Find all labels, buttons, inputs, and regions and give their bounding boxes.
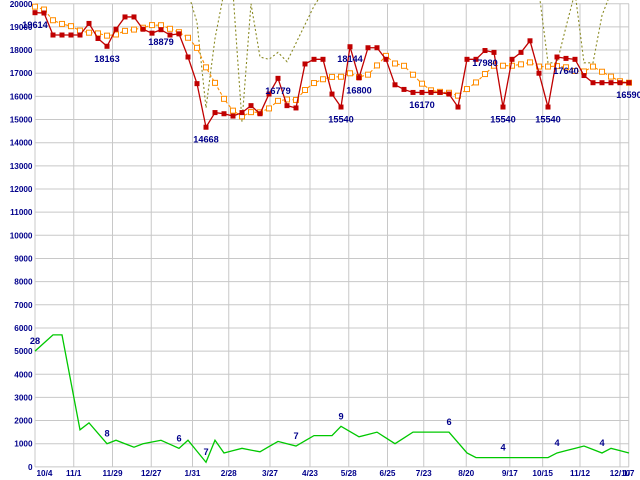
svg-text:7: 7 [203, 447, 208, 457]
svg-text:5000: 5000 [14, 347, 33, 356]
svg-text:14000: 14000 [10, 139, 33, 148]
svg-text:16590: 16590 [616, 90, 640, 100]
svg-text:9: 9 [338, 411, 343, 421]
svg-text:16000: 16000 [10, 92, 33, 101]
svg-text:6: 6 [446, 417, 451, 427]
svg-text:7000: 7000 [14, 301, 33, 310]
svg-text:18163: 18163 [94, 54, 120, 64]
svg-text:20000: 20000 [10, 0, 33, 9]
svg-text:3/27: 3/27 [262, 469, 278, 478]
svg-text:9/17: 9/17 [502, 469, 518, 478]
svg-text:2000: 2000 [14, 417, 33, 426]
svg-text:15540: 15540 [490, 115, 516, 125]
svg-text:16170: 16170 [409, 100, 435, 110]
svg-text:1/7: 1/7 [623, 469, 635, 478]
svg-text:18879: 18879 [148, 37, 174, 47]
svg-text:17980: 17980 [472, 58, 498, 68]
svg-text:11000: 11000 [10, 208, 33, 217]
svg-text:4000: 4000 [14, 370, 33, 379]
svg-text:15000: 15000 [10, 116, 33, 125]
svg-text:11/12: 11/12 [570, 469, 590, 478]
svg-text:9000: 9000 [14, 254, 33, 263]
svg-text:18000: 18000 [10, 46, 33, 55]
svg-text:16779: 16779 [265, 86, 291, 96]
svg-text:13000: 13000 [10, 162, 33, 171]
svg-text:7: 7 [293, 431, 298, 441]
svg-text:8/20: 8/20 [458, 469, 474, 478]
svg-text:15540: 15540 [535, 115, 561, 125]
svg-text:15540: 15540 [328, 115, 354, 125]
svg-text:18144: 18144 [337, 54, 363, 64]
svg-text:5/28: 5/28 [341, 469, 357, 478]
svg-text:10/15: 10/15 [532, 469, 553, 478]
svg-text:2/28: 2/28 [221, 469, 237, 478]
svg-text:14668: 14668 [193, 135, 219, 145]
svg-text:17000: 17000 [10, 69, 33, 78]
svg-text:11/29: 11/29 [102, 469, 122, 478]
svg-text:8: 8 [104, 429, 109, 439]
svg-text:3000: 3000 [14, 393, 33, 402]
svg-text:0: 0 [28, 463, 33, 472]
svg-text:19614: 19614 [22, 20, 48, 30]
svg-text:4: 4 [554, 438, 560, 448]
svg-text:4: 4 [599, 438, 605, 448]
svg-text:17640: 17640 [553, 66, 579, 76]
svg-text:1/31: 1/31 [185, 469, 201, 478]
svg-text:11/1: 11/1 [66, 469, 82, 478]
svg-text:10000: 10000 [10, 231, 33, 240]
svg-text:12/27: 12/27 [141, 469, 162, 478]
svg-text:1000: 1000 [14, 440, 33, 449]
svg-text:10/4: 10/4 [37, 469, 53, 478]
svg-text:4/23: 4/23 [302, 469, 318, 478]
svg-text:6/25: 6/25 [380, 469, 396, 478]
svg-text:4: 4 [500, 443, 506, 453]
svg-text:28: 28 [30, 336, 40, 346]
svg-text:8000: 8000 [14, 278, 33, 287]
svg-text:12000: 12000 [10, 185, 33, 194]
svg-text:7/23: 7/23 [416, 469, 432, 478]
svg-text:16800: 16800 [346, 85, 372, 95]
svg-text:6000: 6000 [14, 324, 33, 333]
svg-text:6: 6 [176, 433, 181, 443]
